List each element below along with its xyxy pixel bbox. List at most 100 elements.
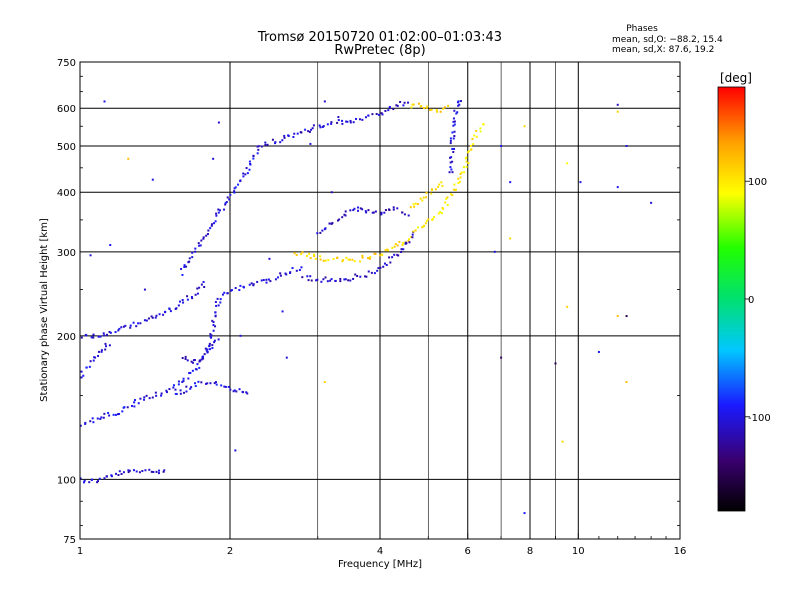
echo-point [470,148,473,151]
echo-point [453,130,456,133]
echo-point [257,148,260,151]
echo-point [295,254,298,257]
echo-point [323,381,326,384]
echo-point [181,380,184,383]
echo-point [217,211,220,214]
y-tick-label: 75 [63,535,76,546]
echo-point [339,280,342,283]
echo-point [430,188,433,191]
echo-point [441,185,444,188]
echo-point [209,348,212,351]
echo-point [132,469,135,472]
echo-point [345,120,348,123]
echo-point [329,279,332,282]
echo-point [305,254,308,257]
echo-point [129,326,132,329]
echo-point [233,191,236,194]
echo-point [152,471,155,474]
echo-point [364,116,367,119]
echo-point [82,481,85,484]
echo-point [172,384,175,387]
echo-point [226,292,229,295]
echo-point [437,212,440,215]
echo-point [100,350,103,353]
echo-point [181,299,184,302]
echo-point [300,131,303,134]
echo-point [336,121,339,124]
echo-point [422,196,425,199]
echo-point [211,223,214,226]
echo-point [215,383,218,386]
echo-point [453,183,456,186]
echo-point [182,377,185,380]
echo-point [500,356,503,359]
echo-point [214,300,217,303]
echo-point [197,242,200,245]
echo-point [92,336,95,339]
echo-point [124,324,127,327]
echo-point [208,342,211,345]
echo-point [276,276,279,279]
echo-point [315,279,318,282]
echo-point [79,477,82,480]
echo-point [145,394,148,397]
echo-point [169,310,172,313]
echo-point [451,160,454,163]
echo-point [346,120,349,123]
echo-point [249,163,252,166]
echo-point [289,271,292,274]
echo-point [174,392,177,395]
echo-point [458,103,461,106]
echo-point [597,350,600,353]
echo-point [356,275,359,278]
echo-point [112,413,115,416]
echo-point [186,298,189,301]
echo-point [349,119,352,122]
echo-point [264,143,267,146]
echo-point [616,186,619,189]
echo-point [412,103,415,106]
echo-point [457,104,460,107]
colorbar-tick-label: 0 [748,295,754,306]
phase-stats-x: mean, sd,X: 87.6, 19.2 [612,45,714,55]
echo-point [191,256,194,259]
echo-point [162,313,165,316]
y-tick-label: 600 [57,104,76,115]
x-axis-ticks: 1 2 4 6 8 10 16 [77,533,686,557]
echo-point [183,391,186,394]
echo-point [361,256,364,259]
echo-point [105,475,108,478]
echo-point [384,109,387,112]
echo-point [408,241,411,244]
echo-point [465,165,468,168]
echo-point [453,135,456,138]
echo-point [307,279,310,282]
echo-point [393,253,396,256]
echo-point [442,107,445,110]
echo-point [234,287,237,290]
echo-point [348,258,351,261]
echo-point [188,260,191,263]
echo-point [157,472,160,475]
echo-point [193,359,196,362]
echo-point [209,333,212,336]
echo-point [224,202,227,205]
echo-point [230,289,233,292]
echo-point [177,383,180,386]
echo-point [312,253,315,256]
echo-point [471,138,474,141]
echo-point [374,252,377,255]
echo-point [242,172,245,175]
echo-point [451,147,454,150]
echo-point [135,325,138,328]
echo-point [436,110,439,113]
echo-point [322,278,325,281]
echo-point [164,310,167,313]
echo-point [232,390,235,393]
echo-point [104,348,107,351]
y-tick-label: 100 [57,475,76,486]
echo-point [200,283,203,286]
echo-point [414,202,417,205]
echo-point [399,100,402,103]
echo-point [355,117,358,120]
